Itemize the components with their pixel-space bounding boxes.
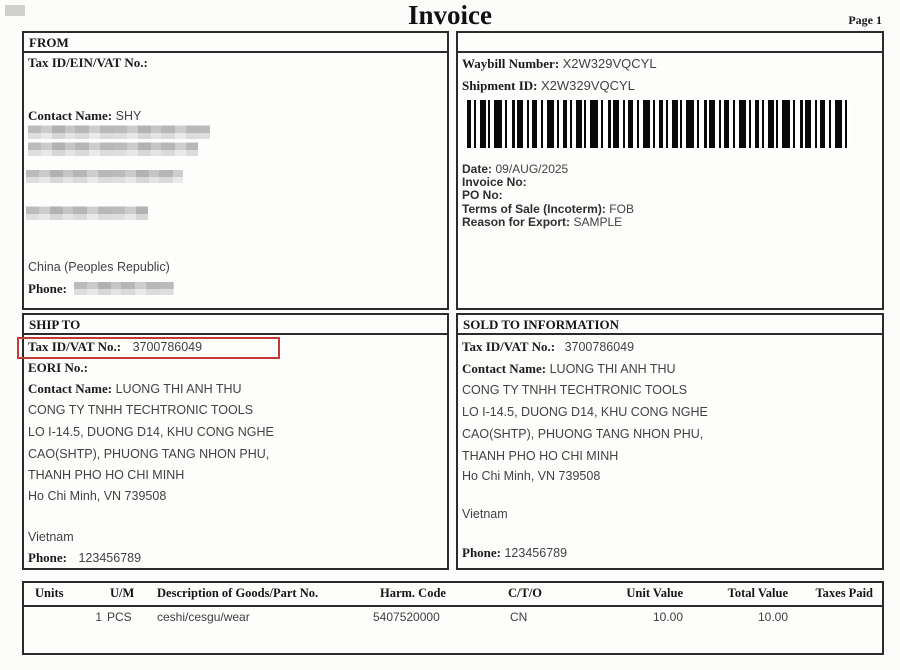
ship-to-contact-line: Contact Name: LUONG THI ANH THU bbox=[28, 381, 242, 397]
waybill-barcode-image bbox=[467, 100, 850, 148]
sold-to-section: SOLD TO INFORMATION Tax ID/VAT No.: 3700… bbox=[456, 313, 884, 570]
sold-to-phone-value: 123456789 bbox=[504, 546, 568, 560]
terms-value: FOB bbox=[609, 202, 634, 216]
column-header-unit-value: Unit Value bbox=[626, 586, 683, 600]
waybill-section-body: Waybill Number: X2W329VQCYL Shipment ID:… bbox=[458, 53, 882, 306]
from-contact-value: SHY bbox=[115, 109, 142, 123]
from-contact-label: Contact Name: bbox=[28, 108, 113, 123]
ship-to-tax-value: 3700786049 bbox=[132, 340, 203, 354]
ship-to-tax-line: Tax ID/VAT No.: 3700786049 bbox=[28, 339, 202, 355]
item-description: ceshi/cesgu/wear bbox=[157, 610, 250, 624]
ship-to-section-header: SHIP TO bbox=[24, 315, 447, 335]
sold-to-section-header: SOLD TO INFORMATION bbox=[458, 315, 882, 335]
waybill-section-header bbox=[458, 33, 882, 53]
ship-to-address-line: THANH PHO HO CHI MINH bbox=[28, 468, 185, 482]
waybill-number-label: Waybill Number: bbox=[462, 56, 560, 71]
reason-label: Reason for Export: bbox=[462, 215, 571, 229]
terms-line: Terms of Sale (Incoterm): FOB bbox=[462, 202, 634, 217]
column-header-um: U/M bbox=[110, 586, 135, 600]
sold-to-tax-value: 3700786049 bbox=[564, 340, 635, 354]
invoice-no-label: Invoice No: bbox=[462, 175, 527, 189]
ship-to-address-line: Ho Chi Minh, VN 739508 bbox=[28, 489, 167, 503]
sold-to-address-line: CAO(SHTP), PHUONG TANG NHON PHU, bbox=[462, 427, 704, 441]
sold-to-country: Vietnam bbox=[462, 507, 508, 521]
ship-to-section: SHIP TO Tax ID/VAT No.: 3700786049 EORI … bbox=[22, 313, 449, 570]
from-country: China (Peoples Republic) bbox=[28, 260, 170, 274]
date-line: Date: 09/AUG/2025 bbox=[462, 162, 568, 177]
from-section-header: FROM bbox=[24, 33, 447, 53]
column-header-units: Units bbox=[35, 586, 64, 600]
sold-to-tax-label: Tax ID/VAT No.: bbox=[462, 339, 556, 354]
ship-to-address-line: CONG TY TNHH TECHTRONIC TOOLS bbox=[28, 403, 254, 417]
ship-to-address-line: LO I-14.5, DUONG D14, KHU CONG NGHE bbox=[28, 425, 274, 439]
ship-to-tax-label: Tax ID/VAT No.: bbox=[28, 339, 122, 354]
item-unit-value: 10.00 bbox=[652, 610, 683, 624]
items-table: Units U/M Description of Goods/Part No. … bbox=[22, 581, 884, 655]
ship-to-phone-label: Phone: bbox=[28, 550, 67, 565]
scan-artifact-mark bbox=[5, 5, 25, 16]
ship-to-eori-label: EORI No.: bbox=[28, 360, 88, 375]
shipment-id-line: Shipment ID: X2W329VQCYL bbox=[462, 78, 635, 94]
sold-to-address-line: THANH PHO HO CHI MINH bbox=[462, 449, 619, 463]
item-total-value: 10.00 bbox=[757, 610, 788, 624]
items-table-header-row: Units U/M Description of Goods/Part No. … bbox=[24, 583, 882, 607]
item-um: PCS bbox=[107, 610, 132, 624]
waybill-number-value: X2W329VQCYL bbox=[562, 56, 657, 71]
po-no-label: PO No: bbox=[462, 188, 503, 202]
waybill-number-line: Waybill Number: X2W329VQCYL bbox=[462, 56, 657, 72]
redacted-address-line-2 bbox=[28, 142, 198, 156]
from-phone-label: Phone: bbox=[28, 281, 67, 296]
page-number: Page 1 bbox=[848, 13, 882, 27]
redacted-address-line-3 bbox=[26, 170, 183, 183]
from-tax-label: Tax ID/EIN/VAT No.: bbox=[28, 55, 148, 70]
ship-to-contact-value: LUONG THI ANH THU bbox=[115, 382, 242, 396]
column-header-total-value: Total Value bbox=[727, 586, 788, 600]
reason-line: Reason for Export: SAMPLE bbox=[462, 215, 622, 230]
ship-to-address-line: CAO(SHTP), PHUONG TANG NHON PHU, bbox=[28, 447, 270, 461]
ship-to-section-body: Tax ID/VAT No.: 3700786049 EORI No.: Con… bbox=[24, 335, 447, 566]
shipment-id-label: Shipment ID: bbox=[462, 78, 538, 93]
sold-to-contact-value: LUONG THI ANH THU bbox=[549, 362, 676, 376]
column-header-cto: C/T/O bbox=[508, 586, 543, 600]
from-section-body: Tax ID/EIN/VAT No.: Contact Name: SHY Ch… bbox=[24, 53, 447, 306]
sold-to-contact-label: Contact Name: bbox=[462, 361, 547, 376]
shipment-id-value: X2W329VQCYL bbox=[540, 78, 635, 93]
date-value: 09/AUG/2025 bbox=[495, 162, 569, 176]
column-header-harm-code: Harm. Code bbox=[380, 586, 446, 600]
from-section: FROM Tax ID/EIN/VAT No.: Contact Name: S… bbox=[22, 31, 449, 310]
column-header-description: Description of Goods/Part No. bbox=[157, 586, 319, 600]
ship-to-contact-label: Contact Name: bbox=[28, 381, 113, 396]
sold-to-address-line: LO I-14.5, DUONG D14, KHU CONG NGHE bbox=[462, 405, 708, 419]
sold-to-section-body: Tax ID/VAT No.: 3700786049 Contact Name:… bbox=[458, 335, 882, 566]
date-label: Date: bbox=[462, 162, 493, 176]
redacted-phone-value bbox=[74, 282, 174, 295]
sold-to-tax-line: Tax ID/VAT No.: 3700786049 bbox=[462, 339, 634, 355]
sold-to-address-line: Ho Chi Minh, VN 739508 bbox=[462, 469, 601, 483]
reason-value: SAMPLE bbox=[573, 215, 623, 229]
sold-to-contact-line: Contact Name: LUONG THI ANH THU bbox=[462, 361, 676, 377]
ship-to-phone-line: Phone: 123456789 bbox=[28, 550, 141, 566]
item-cto: CN bbox=[510, 610, 528, 624]
sold-to-phone-label: Phone: bbox=[462, 545, 501, 560]
redacted-address-line-4 bbox=[26, 206, 148, 220]
tax-id-highlight-box bbox=[17, 337, 280, 359]
waybill-section: Waybill Number: X2W329VQCYL Shipment ID:… bbox=[456, 31, 884, 310]
terms-label: Terms of Sale (Incoterm): bbox=[462, 202, 606, 216]
page-title: Invoice bbox=[408, 0, 492, 30]
column-header-taxes-paid: Taxes Paid bbox=[815, 586, 873, 600]
item-harm-code: 5407520000 bbox=[373, 610, 440, 624]
from-contact-line: Contact Name: SHY bbox=[28, 108, 141, 124]
item-units: 1 bbox=[95, 610, 102, 624]
ship-to-country: Vietnam bbox=[28, 530, 74, 544]
redacted-address-line-1 bbox=[28, 125, 210, 139]
sold-to-phone-line: Phone: 123456789 bbox=[462, 545, 567, 561]
ship-to-phone-value: 123456789 bbox=[78, 551, 142, 565]
sold-to-address-line: CONG TY TNHH TECHTRONIC TOOLS bbox=[462, 383, 688, 397]
